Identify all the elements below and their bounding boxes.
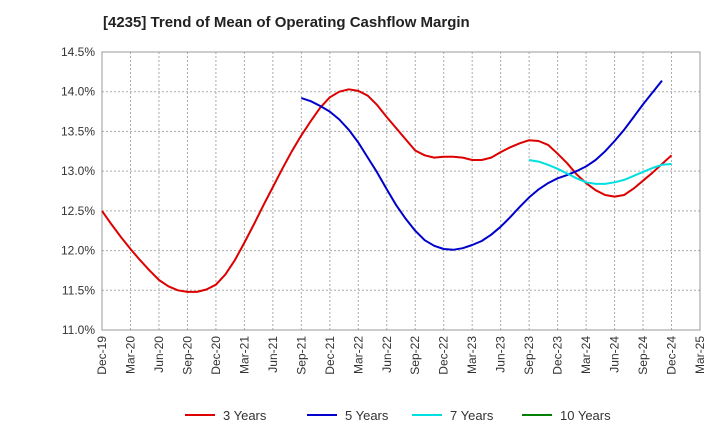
x-tick-label: Mar-21 xyxy=(237,336,251,374)
legend: 3 Years 5 Years 7 Years 10 Years xyxy=(185,408,611,423)
x-tick-label: Sep-22 xyxy=(408,336,422,375)
x-tick-label: Dec-19 xyxy=(95,336,109,375)
y-tick-label: 14.5% xyxy=(61,45,95,59)
x-tick-label: Jun-21 xyxy=(266,336,280,373)
x-tick-label: Dec-21 xyxy=(323,336,337,375)
x-tick-label: Jun-23 xyxy=(494,336,508,373)
series-line-5-years xyxy=(300,79,663,251)
x-axis-ticks: Dec-19 Mar-20 Jun-20 Sep-20 Dec-20 Mar-21 Jun-… xyxy=(95,336,707,375)
x-tick-label: Mar-23 xyxy=(465,336,479,374)
y-tick-label: 12.5% xyxy=(61,204,95,218)
y-tick-label: 13.0% xyxy=(61,164,95,178)
y-axis-ticks: 11.0% 11.5% 12.0% 12.5% 13.0% 13.5% 14.0% 14.5% xyxy=(61,45,95,337)
plot-border xyxy=(101,51,701,331)
x-tick-label: Sep-23 xyxy=(522,336,536,375)
series-lines xyxy=(101,79,673,293)
legend-label-10-years: 10 Years xyxy=(560,408,611,423)
x-tick-label: Mar-25 xyxy=(693,336,707,374)
x-tick-label: Mar-24 xyxy=(579,336,593,374)
x-tick-label: Sep-24 xyxy=(636,336,650,375)
x-tick-label: Sep-20 xyxy=(180,336,194,375)
y-tick-label: 14.0% xyxy=(61,85,95,99)
y-tick-label: 11.0% xyxy=(62,323,95,337)
x-tick-label: Dec-20 xyxy=(209,336,223,375)
x-tick-label: Mar-20 xyxy=(123,336,137,374)
series-line-3-years xyxy=(101,88,673,293)
legend-label-3-years: 3 Years xyxy=(223,408,267,423)
x-tick-label: Sep-21 xyxy=(294,336,308,375)
x-tick-label: Jun-24 xyxy=(608,336,622,373)
series-line-7-years xyxy=(528,159,672,185)
y-tick-label: 11.5% xyxy=(62,283,95,297)
legend-label-5-years: 5 Years xyxy=(345,408,389,423)
chart-title: [4235] Trend of Mean of Operating Cashfl… xyxy=(103,14,470,31)
x-tick-label: Dec-22 xyxy=(437,336,451,375)
x-tick-label: Jun-20 xyxy=(152,336,166,373)
x-tick-label: Dec-24 xyxy=(665,336,679,375)
plot-area xyxy=(102,52,700,330)
x-tick-label: Dec-23 xyxy=(551,336,565,375)
y-tick-label: 12.0% xyxy=(61,244,95,258)
y-tick-label: 13.5% xyxy=(61,124,95,138)
x-tick-label: Mar-22 xyxy=(351,336,365,374)
x-tick-label: Jun-22 xyxy=(380,336,394,373)
legend-label-7-years: 7 Years xyxy=(450,408,494,423)
